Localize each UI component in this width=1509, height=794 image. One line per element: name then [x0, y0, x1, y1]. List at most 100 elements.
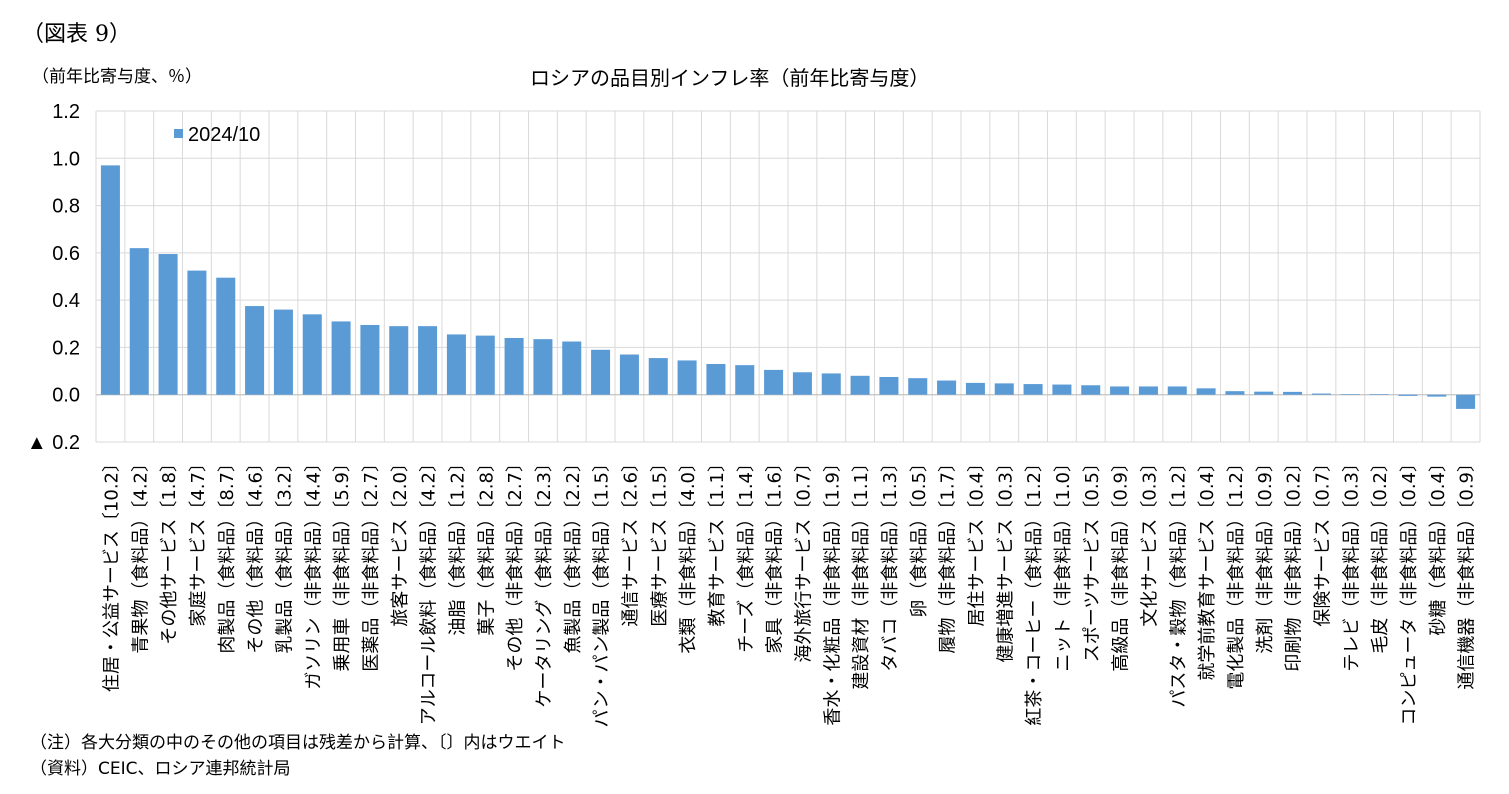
- x-tick-label: 履物（非食料品）〔1.7〕: [938, 454, 959, 654]
- x-tick-label: 印刷物（非食料品）〔0.2〕: [1284, 454, 1305, 672]
- bar: [302, 314, 322, 395]
- x-tick-label: 油脂（食料品）〔1.2〕: [447, 454, 468, 636]
- x-tick-label: ニット（非食料品）〔1.0〕: [1053, 454, 1074, 672]
- x-tick-label: 健康増進サービス〔0.3〕: [995, 454, 1016, 663]
- x-tick-label: スポーツサービス〔0.5〕: [1082, 454, 1103, 662]
- bar: [1225, 391, 1245, 395]
- x-tick-label: その他（食料品）〔4.6〕: [246, 454, 267, 654]
- bar: [591, 349, 611, 395]
- y-tick-label: 0.8: [52, 196, 80, 218]
- x-tick-label: 建設資材（非食料品）〔1.1〕: [851, 454, 872, 690]
- x-tick-label: 医療サービス〔1.5〕: [649, 454, 670, 627]
- bar: [821, 373, 841, 395]
- bar: [619, 354, 639, 395]
- x-tick-label: 通信サービス〔2.6〕: [620, 454, 641, 627]
- bar: [735, 365, 755, 395]
- x-tick-label: 高級品（非食料品）〔0.9〕: [1111, 454, 1132, 672]
- x-tick-label: 菓子（食料品）〔2.8〕: [476, 454, 497, 636]
- y-axis-unit-label: （前年比寄与度、％）: [32, 67, 202, 87]
- x-tick-label: 旅客サービス〔2.0〕: [390, 454, 411, 627]
- x-tick-label: 医薬品（非食料品）〔2.7〕: [361, 454, 382, 672]
- bar: [533, 339, 553, 395]
- bar: [1369, 394, 1389, 395]
- y-tick-label: 0.6: [52, 243, 80, 265]
- x-tick-label: 住居・公益サービス〔10.2〕: [101, 454, 122, 692]
- bar: [158, 254, 178, 395]
- bar: [677, 360, 697, 395]
- x-tick-label: 家庭サービス〔4.7〕: [188, 454, 209, 627]
- x-tick-label: 紅茶・コーヒー（食料品）〔1.2〕: [1024, 454, 1045, 726]
- bar: [1196, 388, 1216, 395]
- x-tick-label: 就学前教育サービス〔0.4〕: [1197, 454, 1218, 681]
- bar: [1398, 394, 1418, 396]
- bar: [360, 324, 380, 395]
- x-tick-label: その他（非食料品）〔2.7〕: [505, 454, 526, 672]
- bar: [1138, 386, 1158, 395]
- x-tick-label: 文化サービス〔0.3〕: [1139, 454, 1160, 627]
- bar: [418, 326, 438, 395]
- bar: [908, 378, 928, 395]
- y-tick-label: 0.4: [52, 290, 80, 312]
- y-tick-label: 0.0: [52, 385, 80, 407]
- bar: [1283, 391, 1303, 395]
- x-tick-label: 家具（非食料品）〔1.6〕: [765, 454, 786, 654]
- x-tick-label: ガソリン（非食料品）〔4.4〕: [303, 454, 324, 690]
- x-tick-label: パン・パン製品（食料品）〔1.5〕: [592, 454, 613, 727]
- x-tick-label: テレビ（非食料品）〔0.3〕: [1341, 454, 1362, 672]
- x-tick-label: ケータリング（食料品）〔2.3〕: [534, 454, 555, 708]
- bar: [850, 375, 870, 395]
- x-tick-label: 乗用車（非食料品）〔5.9〕: [332, 454, 353, 672]
- bar: [1456, 394, 1476, 409]
- bar: [1110, 386, 1130, 395]
- bar: [879, 376, 899, 395]
- y-tick-label: 1.0: [52, 148, 80, 170]
- x-tick-label: 洗剤（非食料品）〔0.9〕: [1255, 454, 1276, 654]
- x-tick-label: パスタ・穀物（食料品）〔1.2〕: [1168, 454, 1189, 708]
- x-tick-label: 電化製品（非食料品）〔1.2〕: [1226, 454, 1247, 690]
- bar: [706, 363, 726, 395]
- x-tick-label: 魚製品（食料品）〔2.2〕: [563, 454, 584, 654]
- bar: [764, 369, 784, 395]
- bar: [1311, 393, 1331, 395]
- bar: [504, 337, 524, 395]
- bar: [1052, 384, 1072, 395]
- bar: [562, 341, 582, 395]
- x-tick-label: 乳製品（食料品）〔3.2〕: [274, 454, 295, 654]
- bar: [648, 358, 668, 395]
- x-tick-label: 砂糖（食料品）〔0.4〕: [1428, 454, 1449, 636]
- bar: [129, 248, 149, 395]
- bar: [1081, 385, 1101, 395]
- bar: [1254, 391, 1274, 395]
- x-tick-label: 海外旅行サービス〔0.7〕: [793, 454, 814, 663]
- x-tick-label: チーズ（食料品）〔1.4〕: [736, 454, 757, 653]
- bar: [475, 335, 495, 395]
- legend-swatch: [174, 129, 183, 138]
- x-tick-label: 青果物（食料品）〔4.2〕: [130, 454, 151, 654]
- bar: [994, 383, 1014, 395]
- x-tick-label: 衣類（非食料品）〔4.0〕: [678, 454, 699, 654]
- x-tick-label: 居住サービス〔0.4〕: [966, 454, 987, 627]
- chart-title: ロシアの品目別インフレ率（前年比寄与度）: [530, 66, 930, 90]
- bar: [187, 270, 207, 395]
- x-tick-label: 毛皮（非食料品）〔0.2〕: [1370, 454, 1391, 654]
- source-note: （資料）CEIC、ロシア連邦統計局: [30, 759, 291, 779]
- x-tick-label: その他サービス〔1.8〕: [159, 454, 180, 645]
- bar: [937, 380, 957, 395]
- x-tick-label: 卵（食料品）〔0.5〕: [909, 454, 930, 618]
- x-tick-label: 肉製品（食料品）〔8.7〕: [217, 454, 238, 654]
- bar: [965, 382, 985, 395]
- y-tick-label: 1.2: [52, 101, 80, 123]
- bar: [245, 306, 265, 395]
- bar: [331, 321, 351, 395]
- bar: [273, 309, 293, 395]
- x-tick-label: タバコ（非食料品）〔1.3〕: [880, 454, 901, 672]
- legend-label: 2024/10: [188, 124, 260, 146]
- bar: [792, 372, 812, 395]
- x-tick-label: アルコール飲料（食料品）〔4.2〕: [419, 454, 440, 725]
- bar: [1340, 394, 1360, 395]
- bar: [1167, 386, 1187, 395]
- figure-label: （図表 9）: [22, 22, 131, 47]
- y-tick-label: 0.2: [52, 337, 80, 359]
- x-tick-label: 教育サービス〔1.1〕: [707, 454, 728, 627]
